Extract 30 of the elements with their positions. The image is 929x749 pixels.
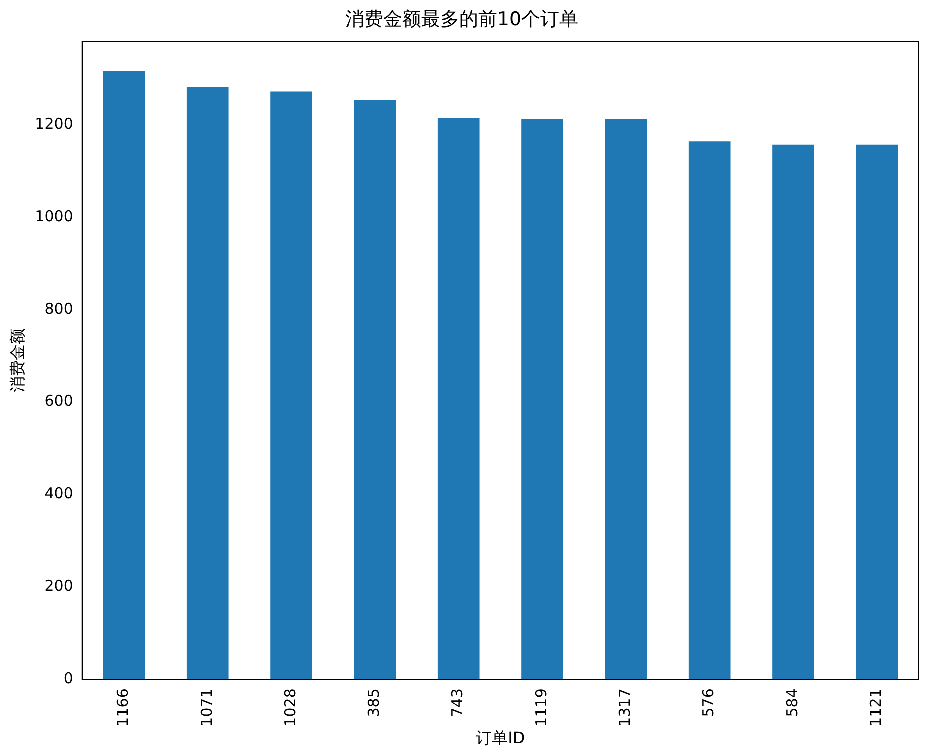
x-tick-label: 584 bbox=[783, 688, 802, 718]
bar bbox=[856, 144, 898, 680]
x-tick-label: 1121 bbox=[867, 688, 886, 727]
x-tick-label: 1119 bbox=[532, 688, 550, 727]
bar bbox=[605, 119, 648, 680]
y-tick-label: 0 bbox=[64, 670, 74, 688]
x-tick-label: 385 bbox=[365, 688, 384, 718]
y-tick-label: 1000 bbox=[35, 207, 74, 226]
bar bbox=[270, 92, 312, 680]
x-tick-label: 1071 bbox=[198, 688, 216, 727]
bar bbox=[103, 71, 146, 680]
bar bbox=[772, 144, 814, 680]
y-tick-label: 400 bbox=[44, 484, 74, 503]
bar bbox=[354, 100, 396, 680]
y-tick-label: 600 bbox=[44, 392, 74, 410]
y-tick-label: 800 bbox=[44, 300, 74, 318]
x-tick-label: 1317 bbox=[616, 688, 634, 727]
bar bbox=[438, 118, 480, 680]
bar bbox=[186, 87, 229, 680]
bar bbox=[522, 119, 564, 680]
x-tick-label: 1028 bbox=[281, 688, 300, 727]
bar bbox=[688, 142, 731, 680]
y-axis-title: 消费金额 bbox=[8, 328, 27, 393]
y-tick-label: 1200 bbox=[35, 114, 74, 133]
x-tick-label: 1166 bbox=[114, 688, 132, 727]
chart-title: 消费金额最多的前10个订单 bbox=[345, 8, 579, 30]
x-axis-title: 订单ID bbox=[476, 728, 526, 748]
x-tick-label: 576 bbox=[700, 688, 718, 718]
y-tick-label: 200 bbox=[44, 577, 74, 596]
x-tick-label: 743 bbox=[448, 688, 467, 718]
